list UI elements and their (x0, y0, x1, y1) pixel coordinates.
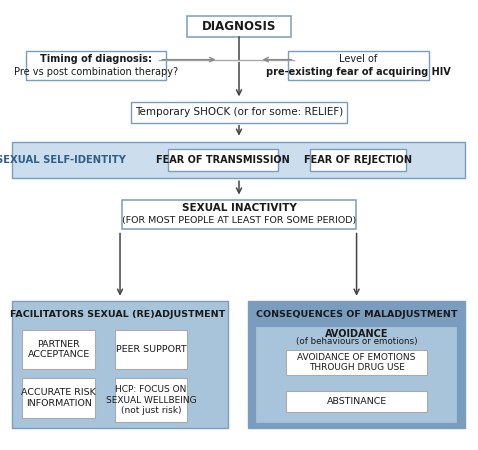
Text: Timing of diagnosis:: Timing of diagnosis: (40, 54, 152, 64)
FancyBboxPatch shape (22, 378, 95, 418)
Text: Temporary SHOCK (or for some: RELIEF): Temporary SHOCK (or for some: RELIEF) (135, 107, 343, 117)
Text: PEER SUPPORT: PEER SUPPORT (116, 345, 186, 354)
Text: Level of: Level of (339, 54, 378, 64)
Text: pre-existing fear of acquiring HIV: pre-existing fear of acquiring HIV (266, 67, 451, 77)
Text: FEAR OF TRANSMISSION: FEAR OF TRANSMISSION (156, 155, 290, 165)
FancyBboxPatch shape (12, 142, 465, 178)
Text: AVOIDANCE: AVOIDANCE (325, 329, 388, 339)
Text: FEAR OF REJECTION: FEAR OF REJECTION (304, 155, 413, 165)
Text: AVOIDANCE OF EMOTIONS
THROUGH DRUG USE: AVOIDANCE OF EMOTIONS THROUGH DRUG USE (297, 353, 416, 372)
FancyBboxPatch shape (22, 329, 95, 369)
Text: SEXUAL SELF-IDENTITY: SEXUAL SELF-IDENTITY (0, 155, 126, 165)
Text: PARTNER
ACCEPTANCE: PARTNER ACCEPTANCE (28, 340, 90, 359)
FancyBboxPatch shape (288, 51, 429, 80)
Text: HCP: FOCUS ON
SEXUAL WELLBEING
(not just risk): HCP: FOCUS ON SEXUAL WELLBEING (not just… (106, 385, 196, 415)
Text: Pre vs post combination therapy?: Pre vs post combination therapy? (14, 67, 178, 77)
FancyBboxPatch shape (12, 301, 228, 428)
Text: DIAGNOSIS: DIAGNOSIS (202, 20, 276, 32)
Text: FACILITATORS SEXUAL (RE)ADJUSTMENT: FACILITATORS SEXUAL (RE)ADJUSTMENT (10, 310, 225, 319)
Text: CONSEQUENCES OF MALADJUSTMENT: CONSEQUENCES OF MALADJUSTMENT (256, 310, 457, 319)
FancyBboxPatch shape (187, 16, 291, 37)
FancyBboxPatch shape (255, 325, 457, 423)
FancyBboxPatch shape (286, 391, 427, 412)
FancyBboxPatch shape (131, 102, 347, 123)
Text: ACCURATE RISK
INFORMATION: ACCURATE RISK INFORMATION (22, 388, 96, 408)
FancyBboxPatch shape (122, 200, 356, 229)
Text: SEXUAL INACTIVITY: SEXUAL INACTIVITY (182, 203, 296, 213)
Text: (FOR MOST PEOPLE AT LEAST FOR SOME PERIOD): (FOR MOST PEOPLE AT LEAST FOR SOME PERIO… (122, 216, 356, 225)
FancyBboxPatch shape (115, 329, 187, 369)
FancyBboxPatch shape (26, 51, 166, 80)
FancyBboxPatch shape (168, 149, 278, 171)
Text: ABSTINANCE: ABSTINANCE (326, 397, 387, 406)
Text: (of behaviours or emotions): (of behaviours or emotions) (296, 338, 417, 346)
FancyBboxPatch shape (249, 301, 465, 428)
FancyBboxPatch shape (286, 350, 427, 375)
FancyBboxPatch shape (310, 149, 406, 171)
FancyBboxPatch shape (115, 378, 187, 422)
